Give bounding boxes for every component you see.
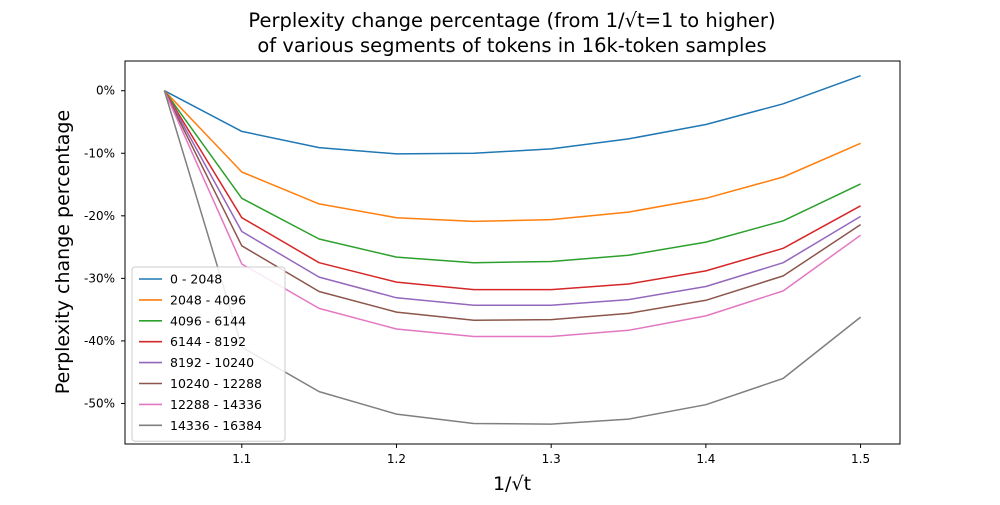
series-line-5 — [163, 90, 861, 307]
chart-title-line-1: Perplexity change percentage (from 1/√t=… — [248, 9, 775, 32]
plot-frame — [124, 60, 901, 445]
y-axis-label: Perplexity change percentage — [52, 110, 74, 394]
legend-label: 8192 - 10240 — [170, 355, 254, 370]
series-line-2 — [163, 90, 861, 223]
y-tick-label: -10% — [84, 146, 115, 160]
x-tick-label: 1.4 — [696, 452, 715, 466]
x-tick-label: 1.2 — [387, 452, 406, 466]
chart-title-line-2: of various segments of tokens in 16k-tok… — [257, 34, 766, 57]
legend-box — [131, 266, 286, 442]
legend: 0 - 2048 2048 - 4096 4096 - 6144 6144 - 819… — [131, 266, 286, 442]
series-line-1 — [164, 74, 861, 155]
y-tick-label: 0% — [96, 84, 115, 98]
x-tick-label: 1.3 — [542, 452, 561, 466]
legend-label: 0 - 2048 — [170, 272, 222, 287]
legend-label: 12288 - 14336 — [170, 397, 262, 412]
y-tick-label: -50% — [84, 396, 115, 410]
legend-label: 6144 - 8192 — [170, 334, 246, 349]
axis-ticks: 1.1 1.2 1.3 1.4 1.5 0% -10% -20% -30% -40% -50% — [84, 84, 870, 466]
x-axis-label: 1/√t — [493, 473, 531, 495]
legend-label: 14336 - 16384 — [170, 418, 262, 433]
legend-label: 10240 - 12288 — [170, 376, 262, 391]
y-tick-label: -40% — [84, 334, 115, 348]
y-tick-label: -20% — [84, 209, 115, 223]
series-line-3 — [163, 90, 861, 264]
x-tick-label: 1.5 — [851, 452, 870, 466]
legend-label: 2048 - 4096 — [170, 292, 246, 307]
x-tick-label: 1.1 — [232, 452, 251, 466]
series-line-4 — [163, 90, 861, 291]
legend-label: 4096 - 6144 — [170, 313, 246, 328]
y-tick-label: -30% — [84, 271, 115, 285]
